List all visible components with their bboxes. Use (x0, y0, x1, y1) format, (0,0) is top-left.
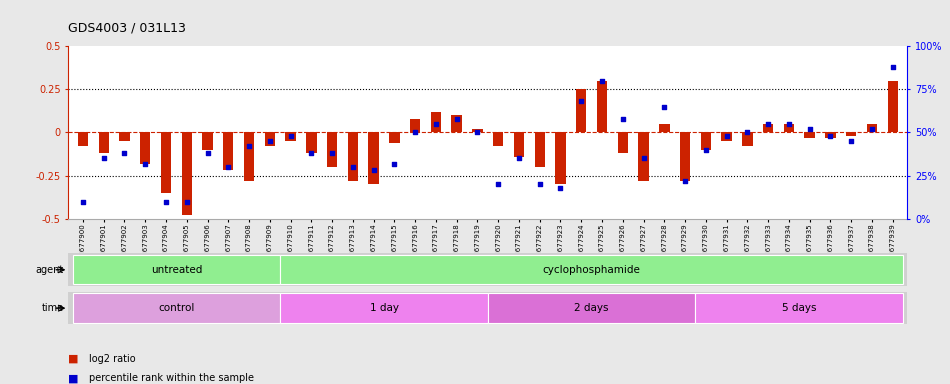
Bar (472, 129, 483, 132)
Point (428, 121, 444, 127)
Bar (265, 132, 275, 146)
Bar (285, 132, 295, 141)
Bar (659, 124, 670, 132)
Text: 1 day: 1 day (370, 303, 398, 313)
Text: 5 days: 5 days (782, 303, 817, 313)
Point (781, 121, 796, 127)
Bar (120, 132, 129, 141)
Bar (514, 132, 524, 157)
Point (345, 164, 360, 170)
Point (532, 181, 547, 187)
Point (470, 129, 485, 136)
Text: time: time (42, 303, 64, 313)
Point (180, 199, 195, 205)
Bar (202, 132, 213, 150)
Bar (535, 132, 545, 167)
Bar (493, 132, 504, 146)
Bar (638, 132, 649, 181)
Bar (866, 124, 877, 132)
Point (96, 155, 111, 161)
Bar (597, 81, 607, 132)
Text: untreated: untreated (151, 265, 202, 275)
Bar (742, 132, 752, 146)
Text: control: control (159, 303, 195, 313)
Point (553, 185, 568, 191)
Bar (430, 112, 441, 132)
Point (220, 164, 236, 170)
Bar (784, 124, 794, 132)
Bar (306, 132, 316, 153)
Text: 2 days: 2 days (575, 303, 609, 313)
Bar (556, 132, 565, 184)
Point (656, 104, 672, 110)
Point (636, 155, 651, 161)
Point (117, 150, 132, 156)
Point (616, 116, 631, 122)
Point (823, 133, 838, 139)
Point (449, 116, 465, 122)
Bar (181, 132, 192, 215)
Point (387, 161, 402, 167)
Bar (618, 132, 628, 153)
Point (574, 98, 589, 104)
Bar (763, 124, 773, 132)
Point (802, 126, 817, 132)
Bar (805, 132, 815, 138)
Bar (576, 89, 586, 132)
Bar (721, 132, 732, 141)
Text: cyclophosphamide: cyclophosphamide (542, 265, 640, 275)
Bar (846, 132, 856, 136)
Text: ■: ■ (68, 373, 79, 383)
Bar (887, 81, 898, 132)
Bar (826, 132, 836, 138)
Bar (488, 293, 695, 323)
Point (366, 167, 381, 174)
Bar (99, 132, 109, 153)
Point (200, 150, 215, 156)
Text: agent: agent (35, 265, 64, 275)
Point (283, 133, 298, 139)
Bar (369, 132, 379, 184)
Point (511, 155, 526, 161)
Bar (390, 132, 400, 143)
Bar (701, 132, 711, 150)
Bar (72, 255, 280, 285)
Bar (223, 132, 234, 170)
Bar (244, 132, 255, 181)
Point (304, 150, 319, 156)
Bar (327, 132, 337, 167)
Bar (451, 115, 462, 132)
Bar (78, 132, 88, 146)
Point (719, 133, 734, 139)
Point (75, 199, 90, 205)
Point (844, 138, 859, 144)
Point (138, 161, 153, 167)
Point (885, 64, 901, 70)
Bar (680, 132, 691, 181)
Point (262, 138, 277, 144)
Point (761, 121, 776, 127)
Point (698, 147, 713, 153)
Bar (348, 132, 358, 181)
Point (740, 129, 755, 136)
Point (241, 143, 256, 149)
Text: GDS4003 / 031L13: GDS4003 / 031L13 (68, 22, 186, 35)
Bar (280, 255, 903, 285)
Point (408, 129, 423, 136)
Text: ■: ■ (68, 354, 79, 364)
Point (677, 178, 693, 184)
Point (595, 78, 610, 84)
Bar (161, 132, 171, 193)
Bar (72, 293, 280, 323)
Bar (410, 119, 420, 132)
Point (864, 126, 880, 132)
Point (490, 181, 505, 187)
Point (159, 199, 174, 205)
Bar (695, 293, 903, 323)
Text: log2 ratio: log2 ratio (89, 354, 136, 364)
Text: percentile rank within the sample: percentile rank within the sample (89, 373, 255, 383)
Bar (280, 293, 488, 323)
Point (325, 150, 340, 156)
Bar (140, 132, 150, 164)
